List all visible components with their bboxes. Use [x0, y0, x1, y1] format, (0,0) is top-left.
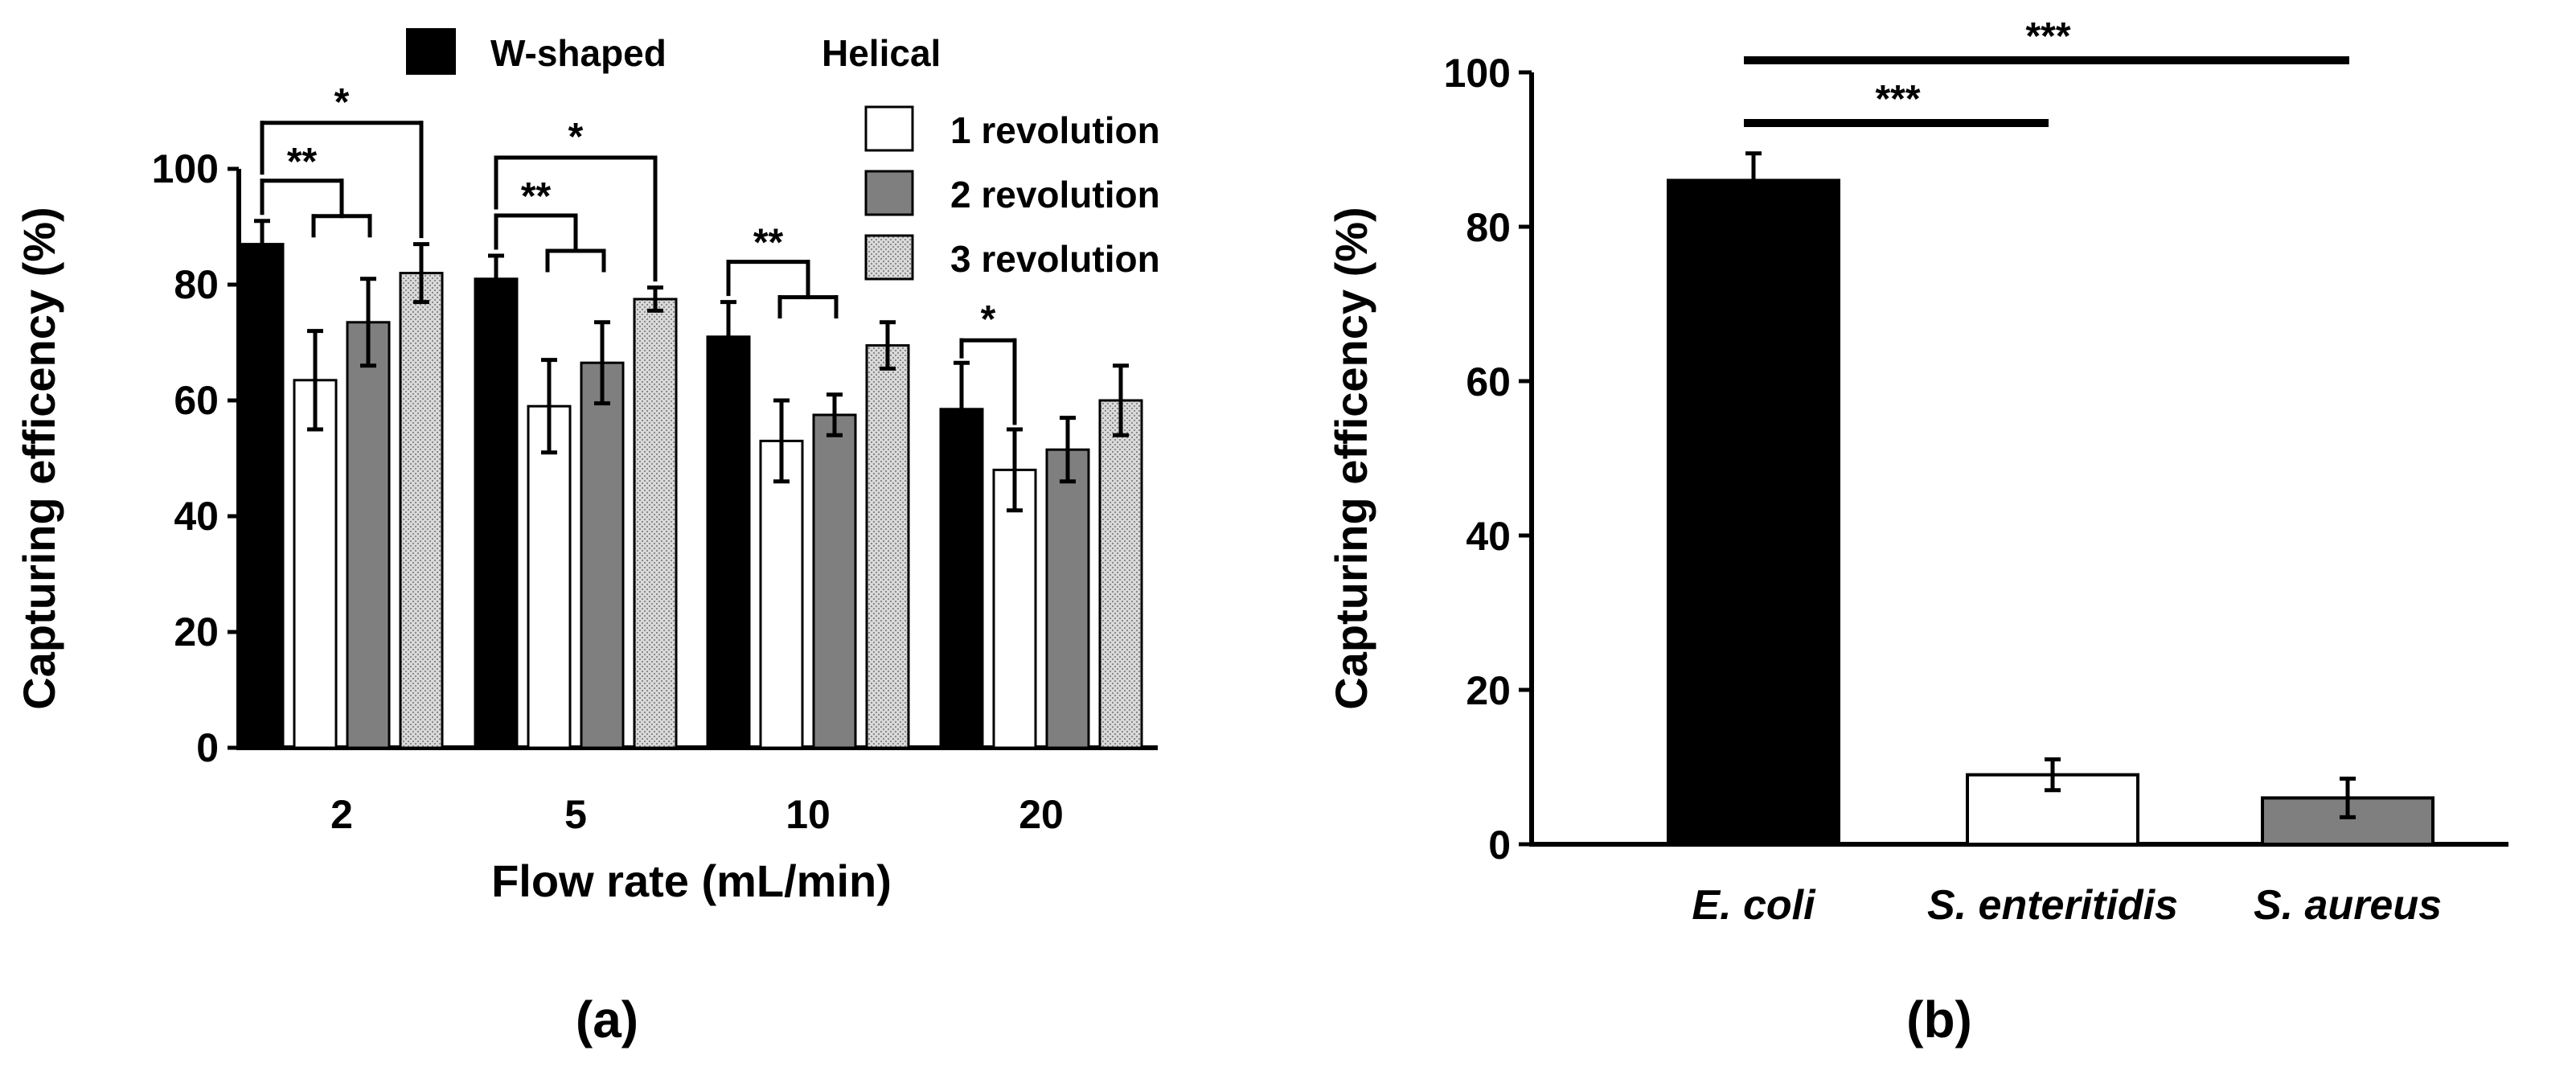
a-bar-3-revolution-2 [399, 272, 444, 749]
b-y-tick-label: 80 [1466, 205, 1511, 250]
a-y-axis-title: Capturing efficency (%) [14, 207, 64, 709]
b-y-tick-label: 60 [1466, 359, 1511, 404]
a-significance-star: * [568, 116, 584, 158]
legend-swatch-w-shaped [406, 28, 456, 75]
a-y-tick-label: 100 [152, 146, 219, 191]
a-significance-star: * [981, 298, 996, 341]
a-x-axis-title: Flow rate (mL/min) [491, 856, 892, 906]
legend-swatch-rev2 [864, 170, 914, 216]
b-y-tick-label: 40 [1466, 514, 1511, 559]
legend-label-rev1: 1 revolution [950, 109, 1160, 151]
a-bar-1-revolution-10 [759, 439, 804, 749]
b-significance-star: *** [2025, 15, 2070, 58]
legend-label-rev3: 3 revolution [950, 238, 1160, 280]
a-significance-star: ** [287, 141, 318, 183]
b-y-tick-label: 20 [1466, 668, 1511, 713]
a-bar-3-revolution-10 [865, 344, 910, 749]
a-bar-2-revolution-5 [580, 361, 625, 749]
b-panel-label: (b) [1906, 991, 1972, 1048]
a-bar-w-shaped-20 [939, 408, 984, 749]
a-y-tick-label: 80 [174, 262, 219, 307]
a-y-tick-label: 0 [196, 725, 219, 770]
legend-swatch-rev1 [864, 105, 914, 152]
a-bar-3-revolution-5 [633, 298, 678, 749]
a-bar-1-revolution-5 [527, 404, 572, 749]
a-bar-2-revolution-2 [346, 321, 391, 749]
a-bar-w-shaped-5 [474, 277, 519, 749]
a-significance-star: ** [521, 175, 552, 218]
a-legend: W-shaped Helical 1 revolution 2 revoluti… [406, 28, 1160, 281]
a-significance-star: ** [753, 222, 784, 265]
legend-swatch-rev3 [864, 234, 914, 281]
a-bar-w-shaped-2 [240, 243, 285, 749]
a-x-tick-label: 2 [330, 792, 353, 837]
a-bar-2-revolution-10 [812, 413, 857, 749]
legend-label-w-shaped: W-shaped [490, 32, 667, 74]
a-x-tick-label: 20 [1019, 792, 1064, 837]
a-bar-w-shaped-10 [706, 335, 751, 749]
b-x-tick-label: S. aureus [2254, 882, 2442, 929]
legend-label-helical: Helical [822, 32, 941, 74]
a-y-tick-label: 60 [174, 378, 219, 423]
a-bar-1-revolution-2 [293, 379, 338, 749]
b-x-tick-label: E. coli [1692, 882, 1816, 929]
a-x-tick-label: 10 [786, 792, 831, 837]
a-bar-2-revolution-20 [1045, 448, 1090, 749]
a-significance-star: * [334, 81, 350, 124]
a-bar-3-revolution-20 [1098, 399, 1143, 749]
b-bar-e-coli [1667, 178, 1840, 846]
b-y-axis-title: Capturing efficency (%) [1326, 207, 1376, 709]
b-significance-star: *** [1875, 78, 1920, 121]
a-bar-1-revolution-20 [992, 468, 1037, 749]
legend-label-rev2: 2 revolution [950, 174, 1160, 215]
a-y-tick-label: 20 [174, 609, 219, 654]
a-x-tick-label: 5 [564, 792, 587, 837]
a-panel-label: (a) [576, 991, 638, 1048]
a-y-tick-label: 40 [174, 494, 219, 539]
b-y-tick-label: 0 [1488, 823, 1511, 868]
b-x-tick-label: S. enteritidis [1927, 882, 2178, 929]
chart-b: 0 20 40 60 80 100 *** *** E. coli S. enteritidi… [1326, 15, 2508, 1048]
b-y-tick-label: 100 [1444, 51, 1511, 96]
